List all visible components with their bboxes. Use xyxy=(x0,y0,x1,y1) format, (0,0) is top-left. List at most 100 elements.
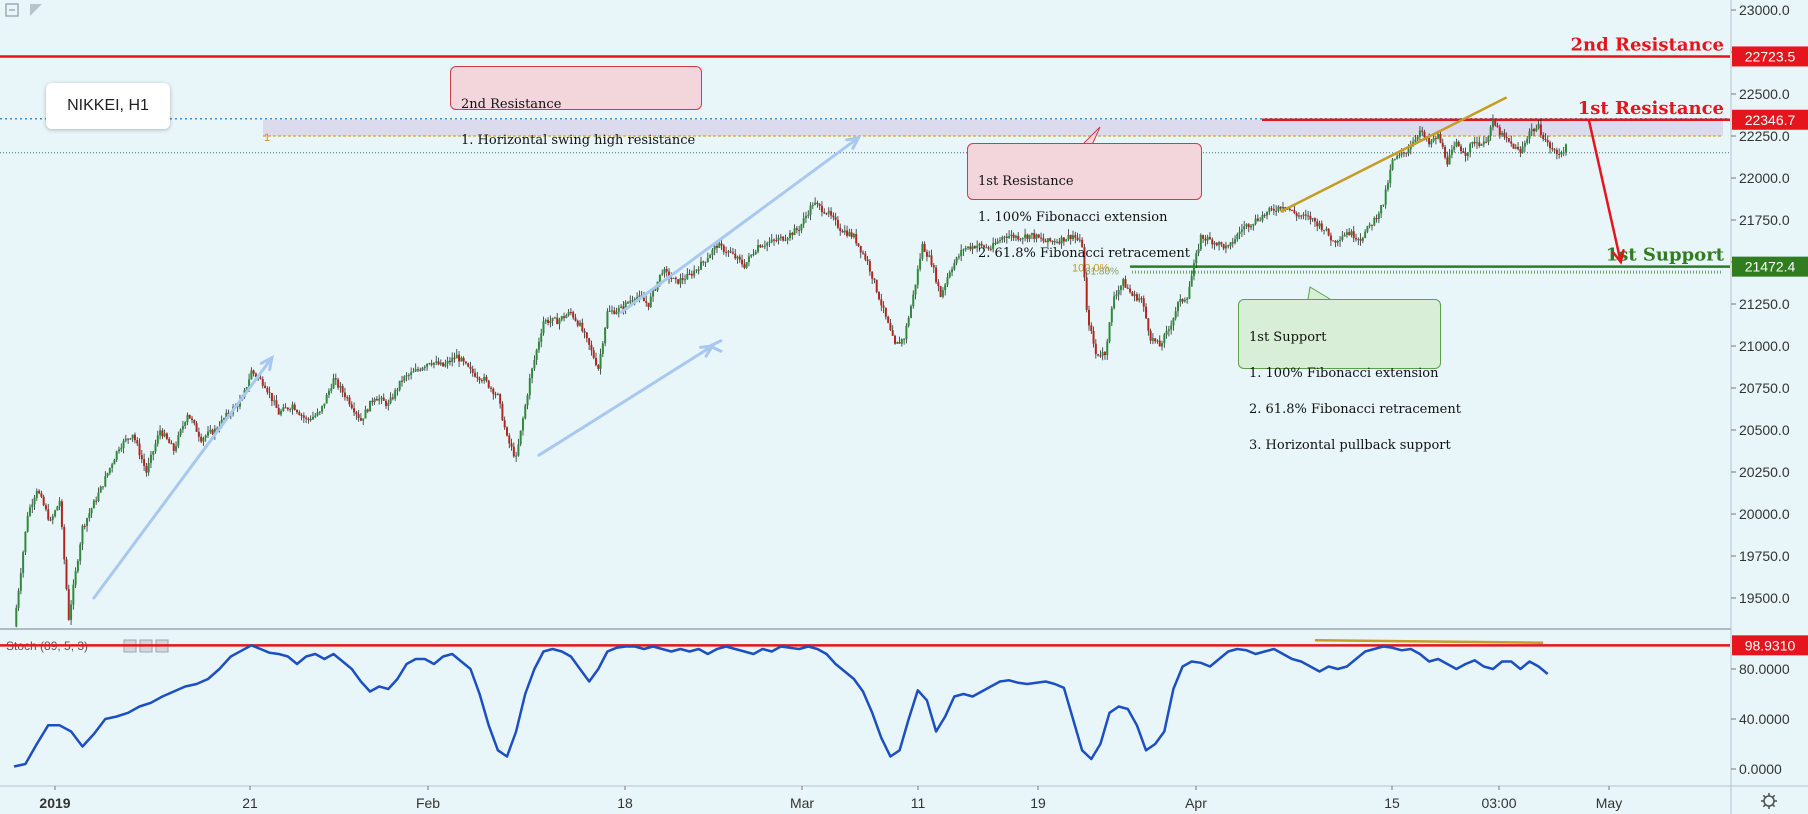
second-resistance-annotation[interactable]: 2nd Resistance 1. Horizontal swing high … xyxy=(450,66,702,147)
candle-body xyxy=(1485,141,1488,143)
candle-body xyxy=(378,398,381,401)
candle-body xyxy=(1129,288,1132,293)
candle-body xyxy=(1444,146,1447,158)
candle-body xyxy=(725,251,728,253)
candle-body xyxy=(1430,141,1433,145)
candle-body xyxy=(588,338,591,345)
candle-body xyxy=(994,243,997,245)
candle-body xyxy=(184,422,187,427)
candle-body xyxy=(1281,207,1284,209)
candle-body xyxy=(1494,119,1497,126)
candle-body xyxy=(649,296,652,307)
candle-body xyxy=(284,407,287,409)
candle-body xyxy=(1562,152,1565,154)
fib-label-100: 100.0% xyxy=(1072,263,1110,275)
candle-body xyxy=(38,490,41,494)
annotation-title: 1st Resistance xyxy=(978,174,1074,189)
candle-body xyxy=(24,531,27,553)
stoch-tick-label: 40.0000 xyxy=(1739,711,1790,727)
level-price-tag xyxy=(1732,256,1808,277)
candle-body xyxy=(941,290,944,297)
candle-body xyxy=(1001,237,1004,241)
candle-body xyxy=(1539,124,1542,136)
candle-body xyxy=(697,269,700,271)
candle-body xyxy=(1368,224,1371,226)
candle-body xyxy=(1329,235,1332,241)
candle-body xyxy=(937,282,940,287)
candle-body xyxy=(204,435,207,439)
candle-body xyxy=(387,403,390,406)
candle-body xyxy=(252,370,255,374)
candle-body xyxy=(494,394,497,396)
candle-body xyxy=(1261,215,1264,221)
candle-body xyxy=(773,239,776,241)
symbol-label[interactable]: NIKKEI, H1 xyxy=(46,83,170,129)
candle-body xyxy=(1170,325,1173,330)
candle-body xyxy=(1149,330,1152,341)
stoch-tick-label: 80.0000 xyxy=(1739,661,1790,677)
candle-body xyxy=(1341,236,1344,240)
candle-body xyxy=(1288,208,1291,210)
candle-body xyxy=(706,258,709,262)
candle-body xyxy=(1345,232,1348,235)
candle-body xyxy=(1181,298,1184,302)
swing-arrow-1 xyxy=(92,354,274,600)
candle-body xyxy=(1514,146,1517,149)
candle-body xyxy=(841,231,844,233)
candle-body xyxy=(127,438,130,440)
candle-body xyxy=(1028,234,1031,239)
candle-body xyxy=(946,277,949,285)
candle-body xyxy=(1489,127,1492,137)
swing-arrow-3-head xyxy=(845,135,862,150)
candle-body xyxy=(715,245,718,248)
candle-body xyxy=(613,310,616,314)
candle-body xyxy=(576,320,579,326)
candle-body xyxy=(156,435,159,444)
candle-body xyxy=(1428,138,1431,145)
candle-body xyxy=(880,299,883,306)
candle-body xyxy=(1528,131,1531,139)
candle-body xyxy=(364,409,367,419)
candle-body xyxy=(932,265,935,268)
candle-body xyxy=(935,267,938,283)
candle-body xyxy=(423,366,426,368)
candle-body xyxy=(709,254,712,259)
candle-body xyxy=(1030,233,1033,235)
annotation-line: 1. 100% Fibonacci extension xyxy=(978,210,1168,225)
candle-body xyxy=(359,418,362,421)
candle-body xyxy=(1174,311,1177,319)
candle-body xyxy=(321,405,324,412)
candle-body xyxy=(325,394,328,404)
candle-body xyxy=(629,300,632,303)
first-support-annotation[interactable]: 1st Support 1. 100% Fibonacci extension … xyxy=(1238,299,1461,452)
candle-body xyxy=(282,407,285,411)
candle-body xyxy=(1224,245,1227,249)
candle-body xyxy=(353,408,356,413)
candle-body xyxy=(948,272,951,278)
candle-body xyxy=(923,243,926,252)
candle-body xyxy=(453,357,456,359)
candle-body xyxy=(1026,234,1029,239)
candle-body xyxy=(599,353,602,369)
candle-body xyxy=(1097,354,1100,356)
candle-body xyxy=(1393,158,1396,160)
candle-body xyxy=(170,443,173,445)
candle-body xyxy=(830,211,833,216)
candle-body xyxy=(464,361,467,364)
first-resistance-annotation[interactable]: 1st Resistance 1. 100% Fibonacci extensi… xyxy=(967,143,1202,260)
candle-body xyxy=(1147,318,1150,331)
candle-body xyxy=(759,245,762,248)
candle-body xyxy=(1103,352,1106,356)
candle-body xyxy=(1067,234,1070,240)
candle-body xyxy=(955,257,958,264)
candle-body xyxy=(1439,134,1442,143)
candle-body xyxy=(1126,287,1129,289)
candle-body xyxy=(766,242,769,246)
candle-body xyxy=(789,232,791,239)
candle-body xyxy=(1542,135,1545,139)
candle-body xyxy=(1161,343,1164,347)
candle-body xyxy=(757,245,760,252)
support-callout-tail xyxy=(1307,286,1331,300)
settings-gear-icon xyxy=(1761,793,1777,809)
